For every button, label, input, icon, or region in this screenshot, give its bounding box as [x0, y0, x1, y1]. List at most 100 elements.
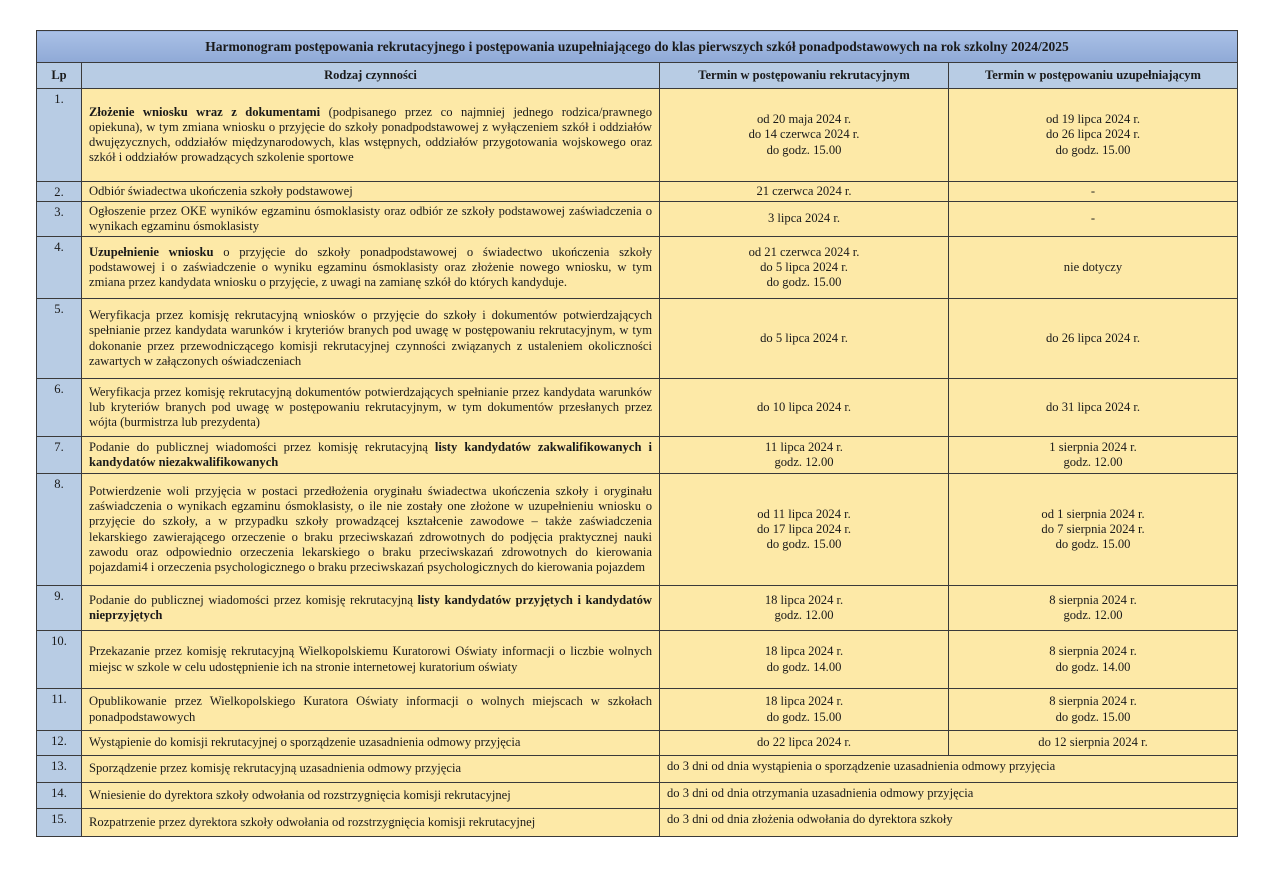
activity-description: Opublikowanie przez Wielkopolskiego Kura…	[81, 688, 660, 731]
term-line: -	[1090, 183, 1096, 198]
activity-description: Wystąpienie do komisji rekrutacyjnej o s…	[81, 730, 660, 756]
row-number: 6.	[36, 378, 82, 437]
term-line: -	[1090, 211, 1096, 226]
term-line: od 11 lipca 2024 r.	[757, 506, 851, 521]
term-line: do 22 lipca 2024 r.	[756, 735, 852, 750]
row-number: 7.	[36, 436, 82, 474]
term-line: 18 lipca 2024 r.	[764, 592, 844, 607]
term-line: 11 lipca 2024 r.	[765, 439, 843, 454]
activity-text: Weryfikacja przez komisję rekrutacyjną w…	[89, 308, 652, 368]
activity-description: Weryfikacja przez komisję rekrutacyjną w…	[81, 298, 660, 379]
term-line: od 19 lipca 2024 r.	[1045, 112, 1141, 127]
row-number: 10.	[36, 630, 82, 689]
term-line: godz. 12.00	[774, 455, 834, 469]
header-term-main: Termin w postępowaniu rekrutacyjnym	[659, 62, 949, 89]
table-row: 1. Złożenie wniosku wraz z dokumentami (p…	[36, 88, 1239, 182]
term-both: do 3 dni od dnia złożenia odwołania do d…	[658, 808, 1239, 837]
term-line: do 26 lipca 2024 r.	[1045, 127, 1141, 142]
term-line: do 7 sierpnia 2024 r.	[1041, 521, 1145, 536]
term-line: do 26 lipca 2024 r.	[1045, 330, 1141, 345]
term-both: do 3 dni od dnia wystąpienia o sporządze…	[658, 755, 1239, 783]
term-supp: -	[947, 181, 1239, 202]
term-line: 1 sierpnia 2024 r.	[1049, 439, 1137, 454]
term-supp: -	[947, 201, 1239, 237]
row-number: 4.	[36, 236, 82, 299]
term-line: 8 sierpnia 2024 r.	[1049, 694, 1137, 709]
term-supp: 1 sierpnia 2024 r. godz. 12.00	[947, 436, 1239, 474]
term-line: do 5 lipca 2024 r.	[760, 259, 848, 274]
activity-description: Rozpatrzenie przez dyrektora szkoły odwo…	[81, 808, 660, 837]
activity-text: Wniesienie do dyrektora szkoły odwołania…	[89, 787, 511, 802]
row-number: 12.	[36, 730, 82, 756]
activity-text: Podanie do publicznej wiadomości przez k…	[89, 439, 435, 454]
activity-text: Przekazanie przez komisję rekrutacyjną W…	[89, 644, 652, 674]
term-main: od 20 maja 2024 r. do 14 czerwca 2024 r. d…	[659, 88, 949, 182]
term-main: do 5 lipca 2024 r.	[659, 298, 949, 379]
term-main: 11 lipca 2024 r. godz. 12.00	[659, 436, 949, 474]
table-row: 11. Opublikowanie przez Wielkopolskiego K…	[36, 688, 1239, 731]
table-row: 12. Wystąpienie do komisji rekrutacyjnej …	[36, 730, 1239, 756]
table-row: 2. Odbiór świadectwa ukończenia szkoły po…	[36, 181, 1239, 202]
row-number: 13.	[36, 755, 82, 783]
activity-description: Podanie do publicznej wiadomości przez k…	[81, 436, 660, 474]
activity-text: Rozpatrzenie przez dyrektora szkoły odwo…	[89, 814, 536, 829]
term-main: do 10 lipca 2024 r.	[659, 378, 949, 437]
term-supp: do 12 sierpnia 2024 r.	[947, 730, 1239, 756]
term-main: 18 lipca 2024 r. godz. 12.00	[659, 585, 949, 631]
activity-description: Ogłoszenie przez OKE wyników egzaminu ós…	[81, 201, 660, 237]
term-line: godz. 12.00	[1063, 455, 1123, 469]
activity-description: Odbiór świadectwa ukończenia szkoły pods…	[81, 181, 660, 202]
term-line: do godz. 15.00	[1055, 142, 1131, 157]
activity-text: Sporządzenie przez komisję rekrutacyjną …	[89, 761, 462, 776]
term-line: do 17 lipca 2024 r.	[756, 521, 852, 536]
activity-text: o przyjęcie do szkoły ponadpodstawowej o…	[89, 244, 652, 290]
row-number: 2.	[36, 181, 82, 202]
term-line: do godz. 15.00	[1055, 537, 1131, 552]
term-supp: nie dotyczy	[947, 236, 1239, 299]
term-line: 21 czerwca 2024 r.	[756, 183, 852, 198]
table-row: 6. Weryfikacja przez komisję rekrutacyjną…	[36, 378, 1239, 437]
header-lp: Lp	[36, 62, 82, 89]
activity-description: Uzupełnienie wniosku o przyjęcie do szko…	[81, 236, 660, 299]
term-line: do godz. 15.00	[1055, 709, 1131, 724]
term-main: od 11 lipca 2024 r. do 17 lipca 2024 r. do…	[659, 473, 949, 586]
table-row: 7. Podanie do publicznej wiadomości przez…	[36, 436, 1239, 474]
term-supp: do 26 lipca 2024 r.	[947, 298, 1239, 379]
header-activity: Rodzaj czynności	[81, 62, 660, 89]
activity-description: Sporządzenie przez komisję rekrutacyjną …	[81, 755, 660, 783]
activity-description: Wniesienie do dyrektora szkoły odwołania…	[81, 782, 660, 809]
term-line: od 1 sierpnia 2024 r.	[1041, 506, 1145, 521]
activity-text: Potwierdzenie woli przyjęcia w postaci p…	[89, 483, 652, 574]
activity-description: Potwierdzenie woli przyjęcia w postaci p…	[81, 473, 660, 586]
activity-description: Przekazanie przez komisję rekrutacyjną W…	[81, 630, 660, 689]
activity-text: Odbiór świadectwa ukończenia szkoły pods…	[89, 183, 353, 198]
row-number: 3.	[36, 201, 82, 237]
activity-description: Złożenie wniosku wraz z dokumentami (pod…	[81, 88, 660, 182]
term-line: do godz. 14.00	[1055, 659, 1131, 674]
row-number: 15.	[36, 808, 82, 837]
term-supp: 8 sierpnia 2024 r. godz. 12.00	[947, 585, 1239, 631]
row-number: 5.	[36, 298, 82, 379]
activity-description: Podanie do publicznej wiadomości przez k…	[81, 585, 660, 631]
activity-text: Weryfikacja przez komisję rekrutacyjną d…	[89, 384, 652, 430]
term-line: do 5 lipca 2024 r.	[760, 330, 848, 345]
term-line: 8 sierpnia 2024 r.	[1049, 592, 1137, 607]
term-main: do 22 lipca 2024 r.	[659, 730, 949, 756]
table-row: 8. Potwierdzenie woli przyjęcia w postaci…	[36, 473, 1239, 586]
term-line: do godz. 15.00	[766, 275, 842, 290]
activity-text: Wystąpienie do komisji rekrutacyjnej o s…	[89, 735, 521, 750]
activity-highlight: listy kandydatów przyjętych i kandydatów…	[89, 592, 652, 622]
row-number: 1.	[36, 88, 82, 182]
table-row: 14. Wniesienie do dyrektora szkoły odwoła…	[36, 782, 1239, 809]
term-line: do 31 lipca 2024 r.	[1045, 399, 1141, 414]
table-row: 10. Przekazanie przez komisję rekrutacyjn…	[36, 630, 1239, 689]
activity-text: (podpisanego przez co najmniej jednego r…	[89, 104, 652, 165]
term-line: od 20 maja 2024 r.	[756, 112, 852, 127]
term-line: nie dotyczy	[1063, 259, 1123, 274]
row-number: 14.	[36, 782, 82, 809]
row-number: 11.	[36, 688, 82, 731]
term-main: 3 lipca 2024 r.	[659, 201, 949, 237]
row-number: 9.	[36, 585, 82, 631]
term-supp: od 19 lipca 2024 r. do 26 lipca 2024 r. do…	[947, 88, 1239, 182]
term-supp: od 1 sierpnia 2024 r. do 7 sierpnia 2024 …	[947, 473, 1239, 586]
